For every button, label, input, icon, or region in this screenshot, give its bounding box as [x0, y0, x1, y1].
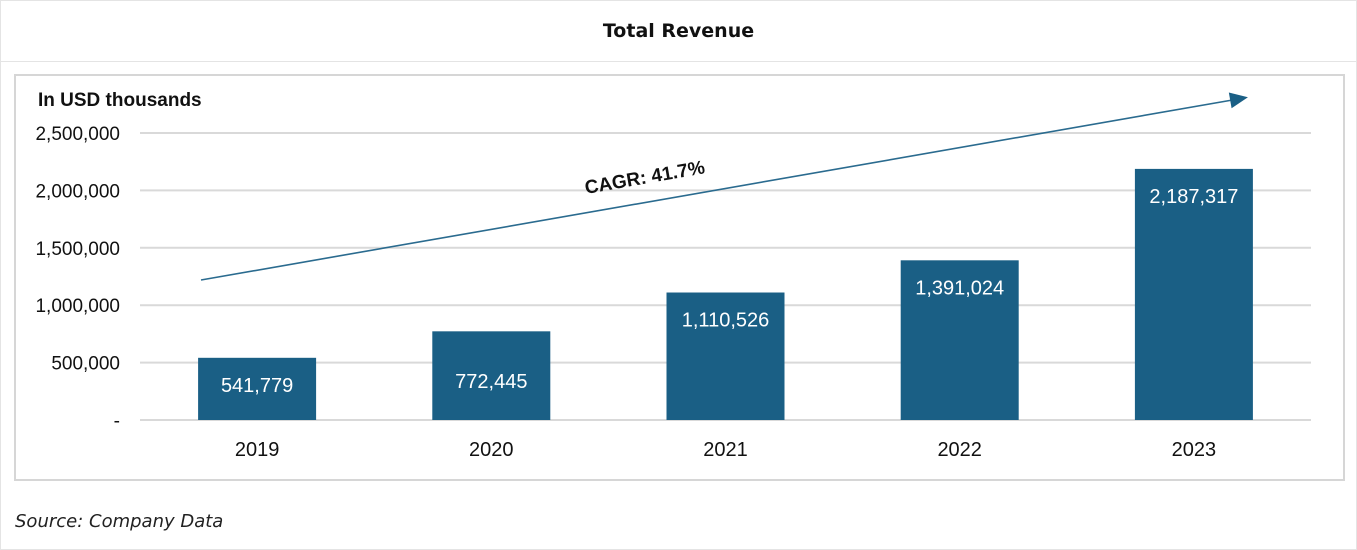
chart-title: Total Revenue: [602, 20, 755, 42]
data-label: 1,110,526: [682, 310, 770, 332]
data-label: 2,187,317: [1149, 186, 1238, 208]
data-label: 1,391,024: [915, 277, 1004, 299]
y-tick-label: 500,000: [51, 354, 120, 375]
y-tick-label: 1,000,000: [35, 296, 120, 317]
unit-label: In USD thousands: [38, 90, 202, 111]
x-tick-label: 2020: [469, 439, 514, 461]
bar: [432, 331, 551, 420]
cagr-annotation: CAGR: 41.7%: [583, 157, 706, 199]
cagr-arrow-head: [1228, 92, 1248, 109]
y-tick-label: -: [114, 411, 120, 432]
bar-chart-svg: - 500,000 1,000,000 1,500,000 2,000,000 2,500…: [35, 92, 1311, 461]
x-tick-label: 2023: [1172, 439, 1217, 461]
title-bar: Total Revenue: [1, 1, 1356, 62]
cagr-arrow-line: [200, 97, 1245, 281]
x-tick-label: 2022: [937, 439, 982, 461]
y-tick-label: 2,500,000: [35, 124, 120, 145]
data-label: 772,445: [455, 371, 527, 393]
data-label: 541,779: [221, 375, 293, 397]
y-tick-label: 2,000,000: [35, 181, 120, 202]
source-note: Source: Company Data: [15, 511, 224, 532]
bar: [900, 260, 1019, 420]
bar: [666, 292, 785, 420]
y-tick-label: 1,500,000: [35, 239, 120, 260]
bar: [1134, 168, 1253, 420]
chart-area: In USD thousands - 500,000 1,000,000 1,500,…: [14, 74, 1345, 481]
bar: [198, 357, 317, 420]
x-tick-label: 2019: [235, 439, 280, 461]
x-tick-label: 2021: [703, 439, 748, 461]
